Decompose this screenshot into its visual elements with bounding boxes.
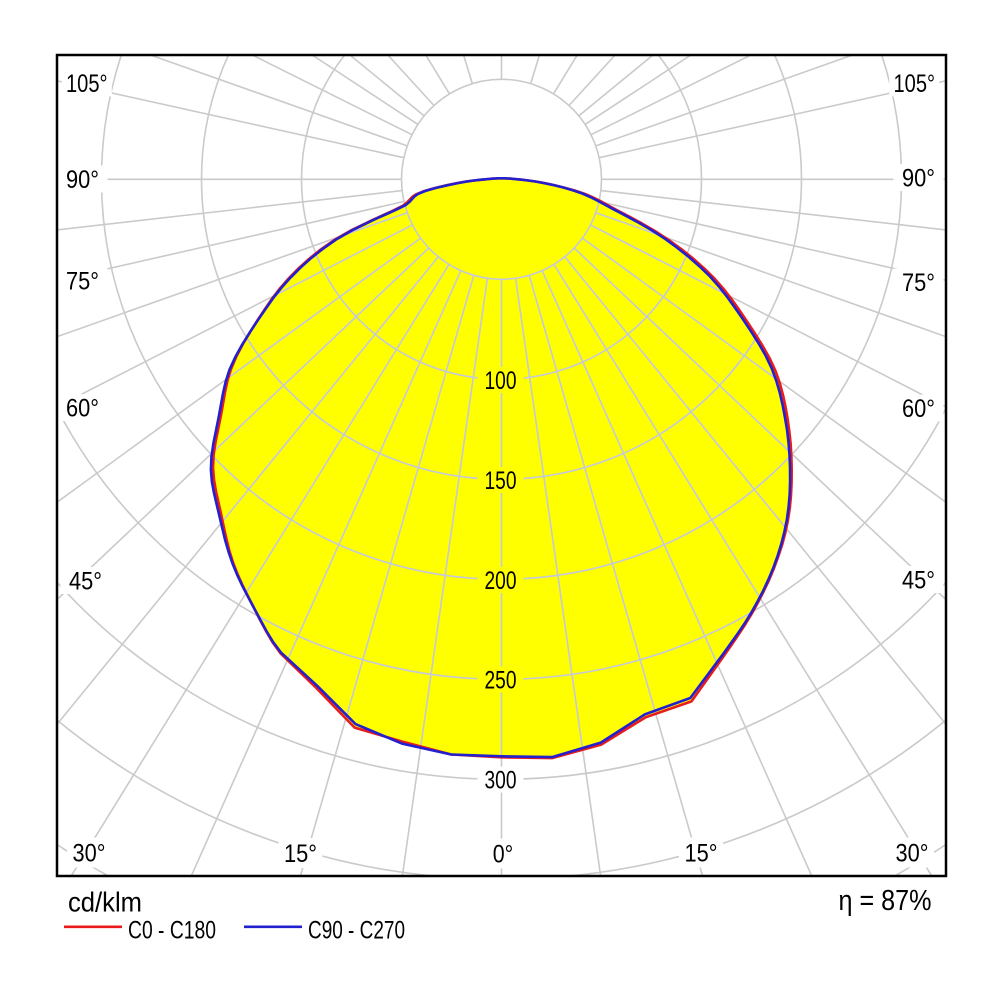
svg-text:45°: 45° xyxy=(902,567,935,595)
svg-text:90°: 90° xyxy=(902,165,935,193)
svg-text:60°: 60° xyxy=(66,395,99,423)
svg-text:15°: 15° xyxy=(685,840,718,868)
svg-text:150: 150 xyxy=(485,467,517,495)
svg-text:cd/klm: cd/klm xyxy=(68,887,142,918)
svg-text:200: 200 xyxy=(485,567,517,595)
svg-text:45°: 45° xyxy=(69,568,102,596)
svg-text:75°: 75° xyxy=(902,269,935,297)
svg-text:60°: 60° xyxy=(902,395,935,423)
svg-text:C0 - C180: C0 - C180 xyxy=(128,917,216,945)
svg-text:30°: 30° xyxy=(896,840,929,868)
svg-text:105°: 105° xyxy=(894,70,936,98)
svg-text:15°: 15° xyxy=(284,840,317,868)
svg-text:75°: 75° xyxy=(66,268,99,296)
svg-text:C90 - C270: C90 - C270 xyxy=(308,917,405,945)
svg-text:250: 250 xyxy=(485,667,517,695)
svg-text:100: 100 xyxy=(485,367,517,395)
svg-text:30°: 30° xyxy=(73,840,106,868)
svg-text:300: 300 xyxy=(485,767,517,795)
svg-text:105°: 105° xyxy=(66,70,108,98)
svg-text:90°: 90° xyxy=(66,166,99,194)
svg-text:0°: 0° xyxy=(493,841,514,869)
svg-text:η = 87%: η = 87% xyxy=(839,885,932,917)
